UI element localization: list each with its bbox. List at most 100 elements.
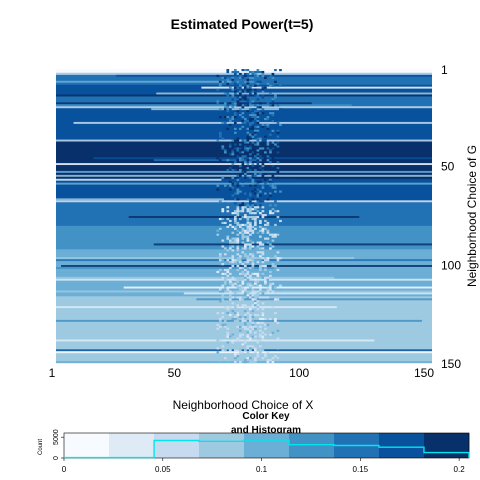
heatmap-cell [231, 116, 235, 119]
heatmap-cell [261, 272, 265, 275]
heatmap-cell [251, 178, 255, 181]
heatmap-cell [249, 341, 252, 344]
heatmap-cell [261, 108, 265, 111]
heatmap-cell [254, 206, 257, 209]
heatmap-cell [251, 217, 255, 221]
heatmap-cell [264, 353, 267, 356]
heatmap-cell [261, 296, 265, 299]
heatmap-cell [221, 76, 225, 79]
heatmap-right-block [296, 141, 432, 179]
heatmap-cell [223, 325, 227, 328]
heatmap-cell [231, 231, 235, 234]
heatmap-cell [251, 118, 255, 121]
heatmap-cell [279, 82, 282, 85]
heatmap-cell [228, 86, 232, 89]
heatmap-cell [216, 233, 220, 236]
heatmap-cell [233, 312, 237, 315]
heatmap-cell [279, 127, 282, 130]
heatmap-cell [241, 280, 245, 283]
heatmap-cell [269, 210, 272, 213]
heatmap-cell [266, 155, 270, 158]
color-key-y-ticks: 0 5000 [53, 429, 64, 460]
heatmap-cell [221, 147, 225, 150]
heatmap-cell [236, 259, 240, 262]
heatmap-cell [264, 135, 267, 138]
heatmap-cell [244, 323, 247, 326]
heatmap-cell [254, 104, 257, 107]
heatmap-cell [261, 357, 265, 360]
heatmap-cell [216, 157, 220, 160]
heatmap-row-band-6 [56, 127, 432, 142]
heatmap-cell [254, 184, 257, 187]
heatmap-cell [254, 143, 257, 146]
heatmap-cell [274, 184, 277, 187]
heatmap-cell [249, 353, 252, 356]
heatmap-cell [269, 204, 272, 207]
heatmap-cell [223, 327, 227, 330]
heatmap-cell [236, 192, 240, 195]
heatmap-cell [218, 108, 222, 111]
heatmap-cell [256, 284, 260, 287]
heatmap-cell [259, 167, 262, 170]
heatmap-cell [254, 298, 257, 301]
heatmap-cell [221, 284, 225, 287]
heatmap-cell [244, 339, 247, 342]
heatmap-cell [259, 186, 262, 189]
heatmap-cell [259, 212, 262, 215]
heatmap-cell [249, 245, 252, 248]
heatmap-cell [223, 268, 227, 272]
heatmap-cell [251, 231, 255, 234]
heatmap-cell [244, 145, 247, 148]
heatmap-cell [256, 196, 260, 199]
heatmap-cell [264, 333, 267, 336]
heatmap-cell [238, 114, 242, 117]
heatmap-cell [249, 123, 252, 127]
heatmap-cell [244, 155, 247, 158]
heatmap-cell [254, 304, 257, 307]
heatmap-row-stripe [56, 102, 312, 105]
heatmap-cell [279, 312, 282, 315]
heatmap-cell [274, 317, 277, 321]
heatmap-cell [238, 147, 242, 150]
heatmap-cell [238, 190, 242, 193]
heatmap-cell [271, 357, 275, 360]
heatmap-cell [218, 135, 222, 138]
heatmap-cell [271, 100, 275, 103]
heatmap-cell [246, 137, 250, 140]
color-key-histogram [63, 439, 470, 459]
heatmap-cell [259, 198, 262, 201]
heatmap-cell [254, 155, 257, 158]
heatmap-cell [266, 300, 270, 303]
heatmap-cell [236, 349, 240, 352]
heatmap-cell [226, 314, 230, 317]
heatmap-cell [249, 127, 252, 130]
heatmap-cell [233, 98, 237, 101]
heatmap-cell [259, 247, 262, 250]
heatmap-cell [261, 265, 265, 268]
heatmap-cell [254, 327, 257, 330]
heatmap-cell [241, 333, 245, 336]
heatmap-cell [246, 176, 250, 179]
heatmap-cell [221, 208, 225, 211]
heatmap-cell [223, 253, 227, 256]
heatmap-cell [269, 92, 272, 95]
heatmap-cell [256, 69, 260, 72]
heatmap-cell [231, 123, 235, 127]
heatmap-cell [238, 296, 242, 299]
heatmap-cell [254, 353, 257, 356]
heatmap-cell [246, 153, 250, 156]
heatmap-cell [254, 351, 257, 354]
heatmap-cell [279, 357, 282, 360]
heatmap-cell [276, 257, 280, 260]
heatmap-cell [264, 282, 267, 285]
heatmap-cell [233, 86, 237, 89]
heatmap-row-stripe [56, 339, 375, 342]
heatmap-cell [274, 204, 277, 207]
heatmap-cell [251, 121, 255, 125]
heatmap-cell [259, 188, 262, 191]
heatmap-cell [228, 247, 232, 250]
heatmap-cell [228, 314, 232, 317]
heatmap-cell [238, 255, 242, 258]
heatmap-cell [228, 188, 232, 191]
heatmap-cell [251, 80, 255, 83]
